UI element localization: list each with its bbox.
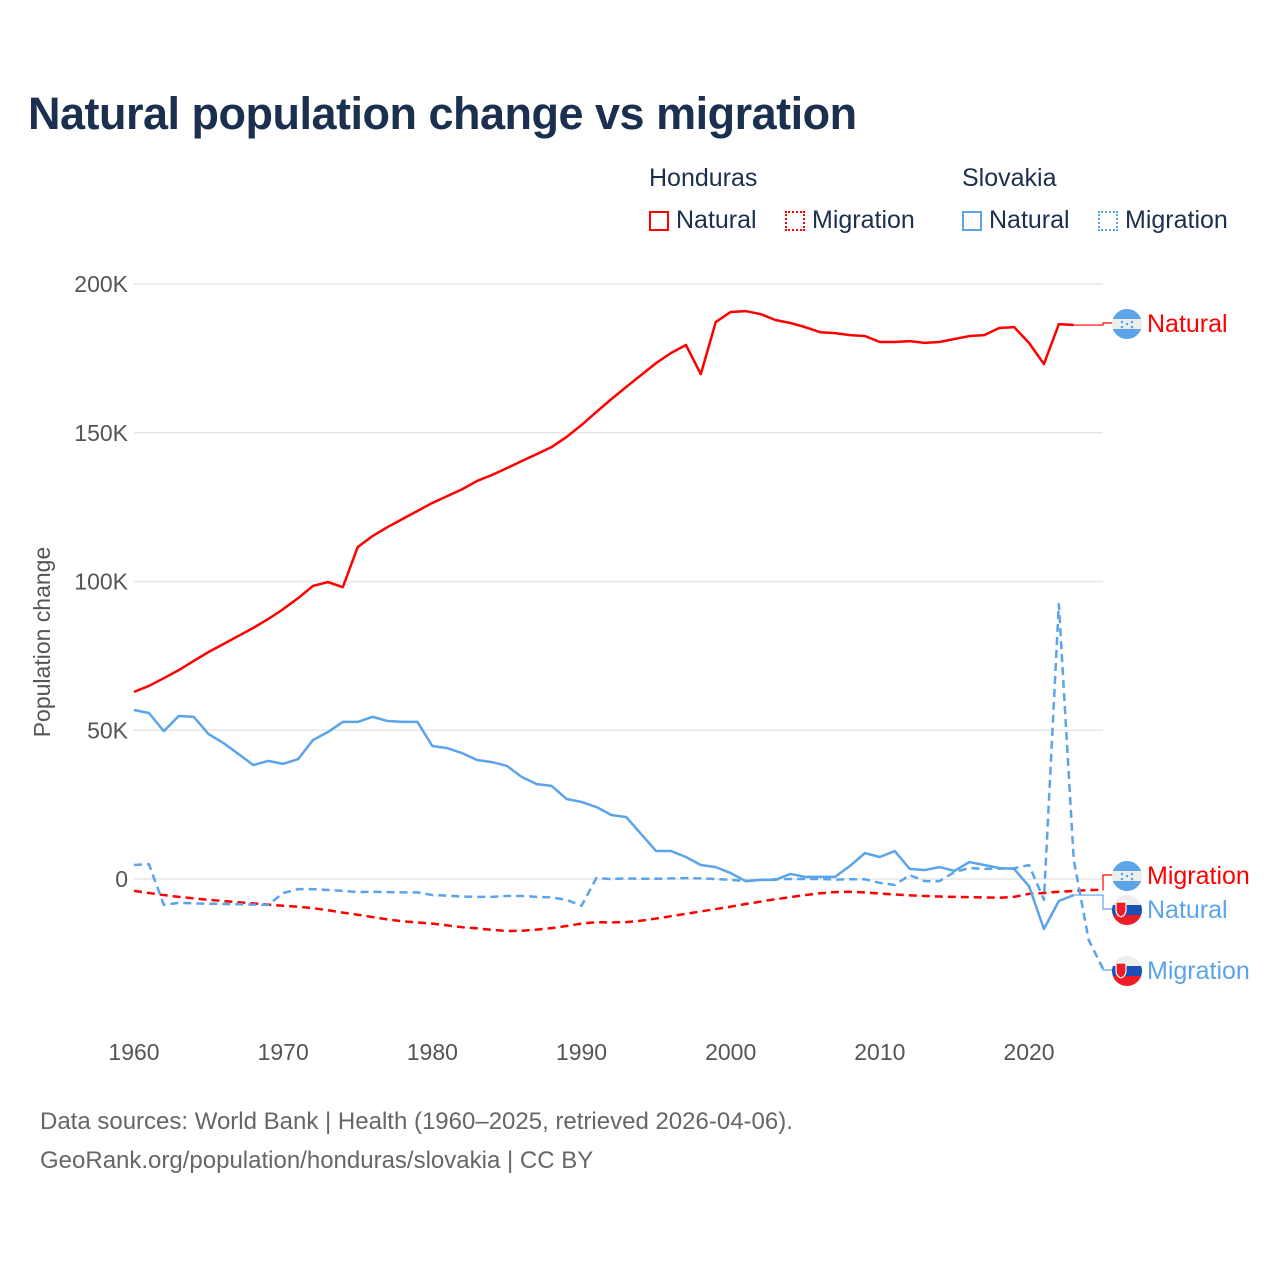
flag-star (1120, 872, 1124, 876)
flag-star (1130, 320, 1134, 324)
legend-slovakia-migration[interactable]: Migration (1098, 206, 1228, 235)
flag-stripe (1112, 861, 1142, 871)
flag-body (1112, 309, 1142, 339)
flag-star (1130, 877, 1134, 881)
flag-shield (1115, 962, 1127, 979)
flag-stripe (1112, 905, 1142, 915)
legend-honduras-migration[interactable]: Migration (785, 206, 915, 235)
end-label-honduras-natural: Natural (1147, 310, 1228, 338)
footer-attribution: GeoRank.org/population/honduras/slovakia… (40, 1147, 594, 1174)
y-tick-label: 150K (74, 420, 128, 446)
x-tick-label: 1970 (258, 1039, 309, 1065)
flag-stripe (1112, 881, 1142, 891)
flag-body (1112, 956, 1142, 986)
y-tick-label: 0 (115, 866, 128, 892)
end-label-slovakia-natural: Natural (1147, 896, 1228, 924)
flag-stripe (1112, 956, 1142, 966)
y-tick-label: 100K (74, 569, 128, 595)
flag-stripe (1112, 895, 1142, 905)
flag-stripe (1112, 915, 1142, 925)
flag-stripe (1112, 319, 1142, 329)
flag-star (1130, 872, 1134, 876)
label-connector (1102, 874, 1112, 891)
flag-stripe (1112, 871, 1142, 881)
footer-sources: Data sources: World Bank | Health (1960–… (40, 1108, 793, 1135)
honduras-flag-icon (1112, 861, 1142, 891)
legend-group-honduras: Honduras (649, 164, 758, 192)
flag-star (1130, 325, 1134, 329)
legend-group-slovakia: Slovakia (962, 164, 1057, 192)
flag-body (1112, 861, 1142, 891)
line-honduras-migration (133, 888, 1104, 933)
label-connector (1073, 322, 1112, 326)
end-label-slovakia-migration: Migration (1147, 957, 1250, 985)
legend-swatch-solid-blue (962, 210, 982, 231)
flag-stripe (1112, 966, 1142, 976)
flag-stripe (1112, 309, 1142, 319)
flag-shield (1115, 901, 1127, 918)
x-tick-label: 1960 (108, 1039, 159, 1065)
legend-label: Migration (1125, 206, 1228, 234)
y-tick-label: 50K (87, 717, 129, 743)
flag-star (1120, 877, 1124, 881)
flag-star (1120, 325, 1124, 329)
legend-label: Natural (989, 206, 1070, 234)
line-honduras-natural (133, 309, 1074, 694)
legend-honduras-natural[interactable]: Natural (649, 206, 757, 235)
x-tick-label: 2020 (1003, 1039, 1054, 1065)
legend-swatch-dotted-red (785, 210, 805, 231)
end-label-honduras-migration: Migration (1147, 862, 1250, 890)
y-tick-label: 200K (74, 271, 128, 297)
flag-star (1125, 874, 1129, 878)
flag-star (1120, 320, 1124, 324)
flag-stripe (1112, 976, 1142, 986)
label-connector (1073, 894, 1112, 910)
legend-swatch-dotted-blue (1098, 210, 1118, 231)
x-tick-label: 2010 (854, 1039, 905, 1065)
legend-swatch-solid-red (649, 210, 669, 231)
flag-body (1112, 895, 1142, 925)
legend-slovakia-natural[interactable]: Natural (962, 206, 1070, 235)
legend-label: Migration (812, 206, 915, 234)
slovakia-flag-icon (1112, 956, 1142, 986)
chart-title: Natural population change vs migration (28, 88, 857, 139)
x-tick-label: 1990 (556, 1039, 607, 1065)
x-tick-label: 2000 (705, 1039, 756, 1065)
slovakia-flag-icon (1112, 895, 1142, 925)
legend-label: Natural (676, 206, 757, 234)
honduras-flag-icon (1112, 309, 1142, 339)
flag-star (1125, 322, 1129, 326)
y-axis-label: Population change (29, 547, 55, 738)
x-tick-label: 1980 (407, 1039, 458, 1065)
flag-stripe (1112, 329, 1142, 339)
line-slovakia-natural (133, 708, 1075, 931)
line-slovakia-migration (133, 602, 1105, 971)
